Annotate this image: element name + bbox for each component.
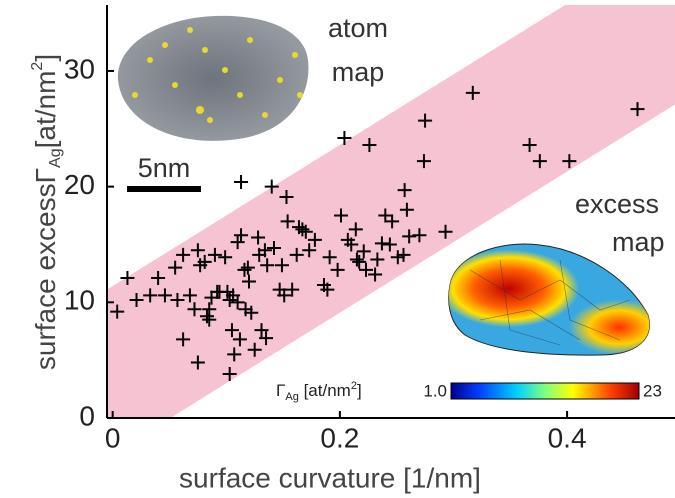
colorbar-tick-label: 23 <box>643 381 662 400</box>
annotation: atom <box>328 13 388 43</box>
point <box>234 175 248 189</box>
x-tick-label: 0 <box>105 422 121 453</box>
colorbar <box>451 383 639 399</box>
annotation: excess <box>575 189 659 219</box>
y-tick-label: 20 <box>64 169 95 200</box>
x-tick-label: 0.2 <box>320 422 359 453</box>
y-tick-label: 0 <box>79 400 95 431</box>
y-tick-label: 10 <box>64 285 95 316</box>
excess-map-inset <box>449 244 650 355</box>
annotation: map <box>332 57 385 87</box>
y-tick-label: 30 <box>64 53 95 84</box>
colorbar-tick-label: 1.0 <box>423 381 447 400</box>
y-axis-title: surface excessΓAg[at/nm2] <box>29 54 64 370</box>
colorbar-label: ΓAg [at/nm2] <box>276 380 362 403</box>
annotation: map <box>612 227 665 257</box>
x-axis-title: surface curvature [1/nm] <box>179 462 481 493</box>
atom-map-inset <box>118 16 309 141</box>
x-tick-label: 0.4 <box>548 422 587 453</box>
chart: atom map 5nm excess map ΓAg [at/nm2] 0 10… <box>0 0 675 498</box>
scale-label: 5nm <box>138 153 191 183</box>
